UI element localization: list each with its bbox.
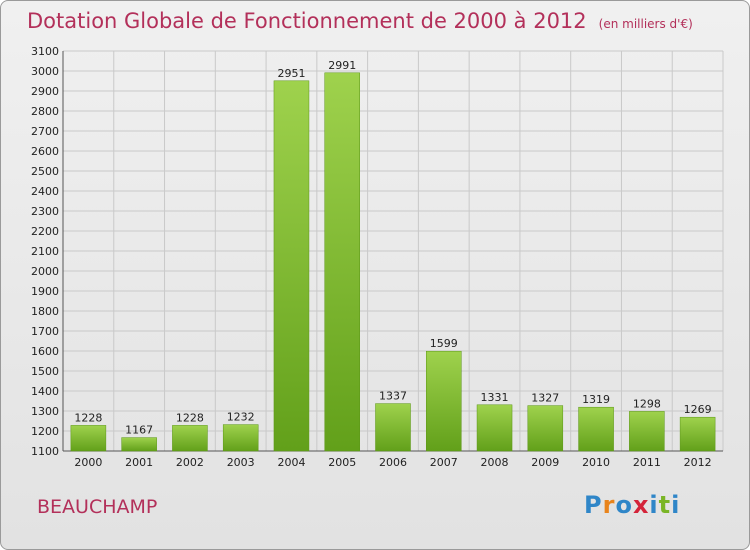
data-label: 1269 — [684, 403, 712, 416]
y-tick-label: 2700 — [31, 125, 59, 138]
x-tick-label: 2008 — [481, 456, 509, 469]
y-tick-label: 2100 — [31, 245, 59, 258]
bar — [172, 425, 208, 452]
data-label: 1167 — [125, 424, 153, 437]
data-label: 1599 — [430, 337, 458, 350]
y-tick-label: 1100 — [31, 445, 59, 458]
data-label: 1228 — [74, 411, 102, 424]
data-label: 1331 — [481, 391, 509, 404]
labels: 1100 1200 1300 1400 1500 1600 1700 1800 1900 2000… — [31, 45, 712, 469]
y-tick-label: 1400 — [31, 385, 59, 398]
x-tick-label: 2012 — [684, 456, 712, 469]
proxiti-logo: Proxiti — [584, 491, 680, 519]
bar — [375, 403, 411, 452]
y-tick-label: 3000 — [31, 65, 59, 78]
x-tick-label: 2009 — [531, 456, 559, 469]
data-label: 1327 — [531, 392, 559, 405]
bar — [629, 411, 665, 452]
logo-letter: o — [615, 491, 633, 519]
data-label: 1298 — [633, 397, 661, 410]
bar — [222, 424, 259, 452]
x-tick-label: 2007 — [430, 456, 458, 469]
bar — [70, 425, 107, 452]
y-tick-label: 1200 — [31, 425, 59, 438]
data-label: 2991 — [328, 59, 356, 72]
bar — [476, 404, 513, 452]
y-tick-label: 2500 — [31, 165, 59, 178]
chart-subtitle: (en milliers d'€) — [598, 17, 693, 31]
bar — [273, 80, 310, 452]
logo-letter: t — [658, 491, 672, 519]
data-label: 1337 — [379, 390, 407, 403]
x-tick-label: 2004 — [277, 456, 305, 469]
y-tick-label: 1900 — [31, 285, 59, 298]
logo-letter: P — [584, 491, 603, 519]
logo-letter: i — [649, 491, 659, 519]
x-tick-label: 2000 — [74, 456, 102, 469]
x-tick-label: 2002 — [176, 456, 204, 469]
data-label: 2951 — [277, 67, 305, 80]
logo-letter: r — [602, 491, 616, 519]
bars — [70, 72, 716, 452]
bar — [426, 350, 462, 452]
x-tick-label: 2005 — [328, 456, 356, 469]
y-tick-label: 1300 — [31, 405, 59, 418]
x-tick-label: 2001 — [125, 456, 153, 469]
y-tick-label: 2800 — [31, 105, 59, 118]
bar — [527, 405, 564, 452]
bar — [578, 406, 614, 452]
data-label: 1228 — [176, 411, 204, 424]
data-label: 1232 — [227, 411, 255, 424]
x-tick-label: 2011 — [633, 456, 661, 469]
y-tick-label: 2300 — [31, 205, 59, 218]
x-tick-label: 2003 — [227, 456, 255, 469]
logo-letter: x — [632, 491, 650, 519]
data-label: 1319 — [582, 393, 610, 406]
y-tick-label: 1600 — [31, 345, 59, 358]
title-row: Dotation Globale de Fonctionnement de 20… — [27, 9, 693, 33]
y-tick-label: 2900 — [31, 85, 59, 98]
y-tick-label: 2000 — [31, 265, 59, 278]
y-tick-label: 2600 — [31, 145, 59, 158]
bar — [324, 72, 360, 452]
y-tick-label: 2200 — [31, 225, 59, 238]
bar — [679, 416, 716, 452]
commune-name: BEAUCHAMP — [37, 496, 158, 518]
y-tick-label: 1800 — [31, 305, 59, 318]
x-tick-label: 2006 — [379, 456, 407, 469]
y-tick-label: 1500 — [31, 365, 59, 378]
y-tick-label: 2400 — [31, 185, 59, 198]
y-tick-label: 1700 — [31, 325, 59, 338]
bar — [121, 437, 157, 452]
logo-letter: i — [671, 491, 681, 519]
x-tick-label: 2010 — [582, 456, 610, 469]
chart-title: Dotation Globale de Fonctionnement de 20… — [27, 9, 587, 33]
y-tick-label: 3100 — [31, 45, 59, 58]
